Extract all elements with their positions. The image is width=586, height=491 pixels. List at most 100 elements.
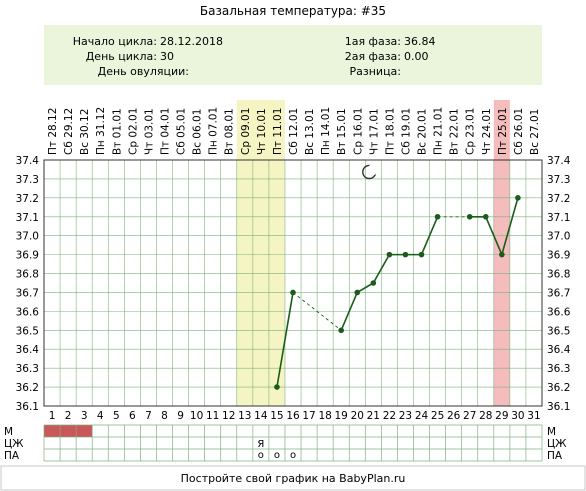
x-tick-label: 27 <box>463 410 476 422</box>
cycle-day-value: 30 <box>160 50 174 63</box>
x-tick-label: 15 <box>270 410 283 422</box>
series-line <box>372 254 391 284</box>
date-label: Пт 28.12 <box>47 108 59 155</box>
x-tick-label: 22 <box>383 410 396 422</box>
x-tick-label: 24 <box>415 410 429 422</box>
y-tick-left: 36.9 <box>16 250 39 262</box>
data-point <box>386 251 393 258</box>
date-label: Сб 19.01 <box>400 108 412 155</box>
x-tick-label: 5 <box>113 410 120 422</box>
x-tick-label: 26 <box>447 410 461 422</box>
y-tick-left: 36.8 <box>16 269 39 281</box>
date-label: Ср 23.01 <box>465 108 477 155</box>
date-label: Чт 17.01 <box>368 108 380 155</box>
date-label: Вт 15.01 <box>336 108 348 155</box>
x-tick-label: 21 <box>367 410 380 422</box>
y-tick-left: 37.3 <box>16 174 39 186</box>
date-label: Сб 26.01 <box>513 108 525 155</box>
pa-mark: o <box>290 450 296 461</box>
x-tick-label: 2 <box>65 410 72 422</box>
y-tick-right: 36.9 <box>547 250 570 262</box>
czh-mark: Я <box>257 439 264 450</box>
date-label: Пн 31.12 <box>95 107 107 155</box>
x-tick-label: 7 <box>145 410 152 422</box>
date-label: Пт 25.01 <box>497 108 509 155</box>
x-tick-label: 4 <box>97 410 104 422</box>
series-gap-line <box>292 292 342 331</box>
date-label: Ср 16.01 <box>352 108 364 155</box>
date-label: Пн 21.01 <box>433 107 445 155</box>
cycle-start-label: Начало цикла: <box>73 35 157 48</box>
data-point <box>499 251 505 258</box>
ovulation-label: День овуляции: <box>98 65 189 78</box>
y-tick-left: 36.4 <box>16 344 40 356</box>
phase2-value: 0.00 <box>404 50 429 63</box>
fertile-window-band <box>236 160 285 406</box>
data-point <box>482 213 489 220</box>
row-label-pa-right: ПА <box>547 450 563 462</box>
series-line <box>501 197 519 255</box>
y-tick-right: 37.4 <box>547 155 571 167</box>
y-tick-right: 36.5 <box>547 325 570 337</box>
date-label: Пн 14.01 <box>320 107 332 155</box>
date-label: Вс 27.01 <box>529 109 541 155</box>
date-label: Вс 30.12 <box>79 109 91 155</box>
date-label: Ср 02.01 <box>127 108 139 155</box>
x-tick-label: 11 <box>206 410 219 422</box>
date-label: Вс 06.01 <box>192 109 204 155</box>
date-label: Сб 05.01 <box>176 108 188 155</box>
data-point <box>402 251 409 258</box>
x-tick-label: 6 <box>129 410 136 422</box>
footer-link[interactable]: Постройте свой график на BabyPlan.ru <box>181 472 406 485</box>
row-label-czh-right: ЦЖ <box>547 438 567 450</box>
date-label: Пт 11.01 <box>272 108 284 155</box>
data-point <box>290 289 296 296</box>
y-tick-right: 37.0 <box>547 231 570 243</box>
x-tick-label: 20 <box>351 410 364 422</box>
y-tick-right: 36.7 <box>547 287 570 299</box>
date-label: Сб 12.01 <box>288 108 300 155</box>
footer-box <box>0 465 586 491</box>
x-tick-label: 8 <box>161 410 168 422</box>
x-tick-label: 9 <box>177 410 184 422</box>
date-label: Чт 10.01 <box>256 108 268 155</box>
y-tick-left: 36.2 <box>16 382 39 394</box>
data-point <box>354 289 361 296</box>
series-line <box>276 292 294 388</box>
series-line <box>420 216 439 255</box>
series-line <box>356 282 374 294</box>
pa-mark: o <box>258 450 264 461</box>
y-tick-left: 36.7 <box>16 287 39 299</box>
phase2-label: 2ая фаза: <box>345 50 401 63</box>
plot-frame <box>43 159 543 407</box>
y-tick-left: 37.2 <box>16 193 39 205</box>
y-tick-right: 36.8 <box>547 269 570 281</box>
data-point <box>515 195 521 201</box>
date-label: Вт 08.01 <box>224 108 236 155</box>
x-tick-label: 23 <box>399 410 412 422</box>
data-point <box>418 251 425 258</box>
y-tick-left: 36.5 <box>16 325 39 337</box>
pa-mark: o <box>274 450 280 461</box>
x-tick-label: 10 <box>190 410 203 422</box>
data-point <box>338 327 344 334</box>
date-label: Вт 22.01 <box>449 108 461 155</box>
data-point <box>370 280 377 286</box>
x-tick-label: 3 <box>81 410 88 422</box>
x-tick-label: 13 <box>238 410 251 422</box>
y-tick-right: 37.1 <box>547 212 570 224</box>
date-label: Чт 03.01 <box>143 108 155 155</box>
cycle-start-value: 28.12.2018 <box>160 35 223 48</box>
menstruation-cell <box>44 425 61 437</box>
y-tick-right: 36.2 <box>547 382 570 394</box>
y-tick-right: 37.2 <box>547 193 570 205</box>
chart-title: Базальная температура: #35 <box>200 4 386 18</box>
y-tick-right: 36.3 <box>547 363 570 375</box>
y-tick-right: 36.1 <box>547 401 570 413</box>
moon-icon-mask <box>367 164 379 176</box>
date-label: Пт 04.01 <box>159 108 171 155</box>
x-tick-label: 25 <box>431 410 444 422</box>
series-line <box>340 292 358 331</box>
y-tick-right: 37.3 <box>547 174 570 186</box>
